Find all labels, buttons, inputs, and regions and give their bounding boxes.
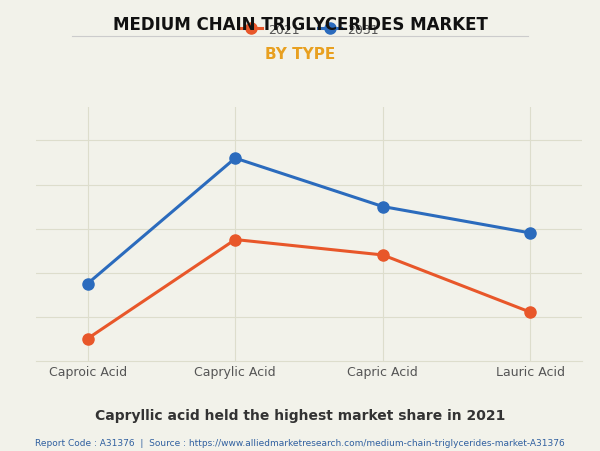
Text: Capryllic acid held the highest market share in 2021: Capryllic acid held the highest market s… — [95, 408, 505, 422]
Text: Report Code : A31376  |  Source : https://www.alliedmarketresearch.com/medium-ch: Report Code : A31376 | Source : https://… — [35, 438, 565, 447]
Text: MEDIUM CHAIN TRIGLYCERIDES MARKET: MEDIUM CHAIN TRIGLYCERIDES MARKET — [113, 16, 487, 34]
Legend: 2021, 2031: 2021, 2031 — [234, 18, 384, 41]
Text: BY TYPE: BY TYPE — [265, 47, 335, 62]
